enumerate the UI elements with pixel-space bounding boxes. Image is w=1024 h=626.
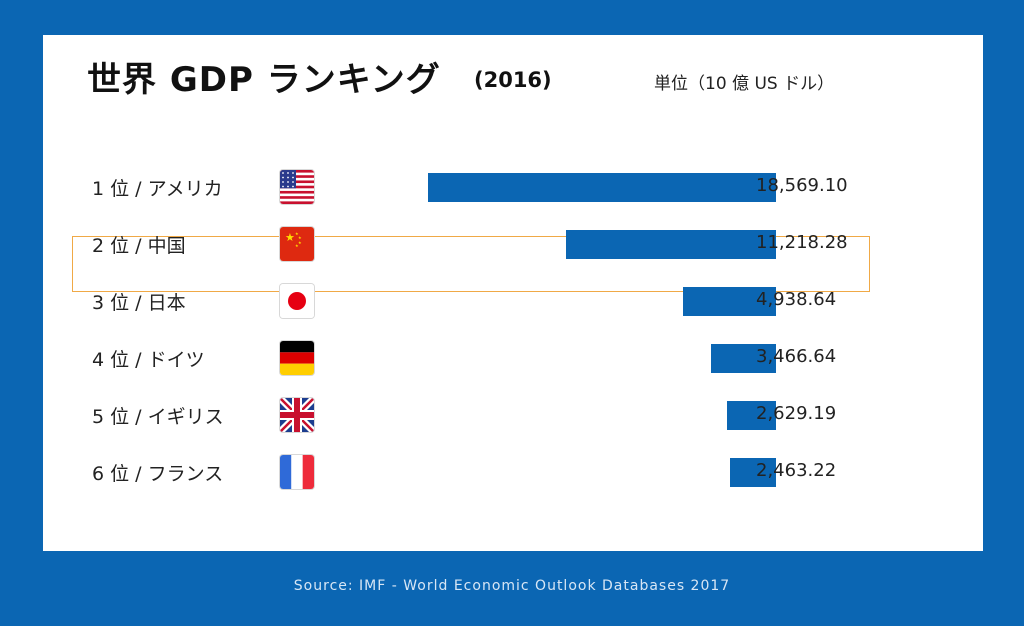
chart-title: 世界 GDP ランキング bbox=[87, 60, 441, 100]
svg-text:★: ★ bbox=[298, 235, 302, 240]
rank-label: 5 位 / イギリス bbox=[92, 406, 224, 428]
uk-flag-icon bbox=[280, 398, 314, 432]
rank-label: 6 位 / フランス bbox=[92, 463, 224, 485]
svg-text:★: ★ bbox=[295, 243, 299, 248]
rank-label: 4 位 / ドイツ bbox=[92, 349, 205, 371]
gdp-bar bbox=[711, 344, 776, 373]
germany-flag-icon bbox=[280, 341, 314, 375]
value-label: 4,938.64 bbox=[756, 289, 837, 310]
rank-label: 2 位 / 中国 bbox=[92, 235, 186, 257]
chart-card bbox=[43, 35, 983, 551]
value-label: 11,218.28 bbox=[756, 232, 848, 253]
gdp-bar bbox=[565, 230, 776, 259]
japan-flag-icon bbox=[280, 284, 314, 318]
svg-text:★: ★ bbox=[285, 231, 295, 244]
china-flag-icon: ★ ★ ★ ★ ★ bbox=[280, 227, 314, 261]
value-label: 3,466.64 bbox=[756, 346, 837, 367]
highlight-box-japan bbox=[72, 236, 870, 292]
gdp-bar bbox=[428, 173, 776, 202]
value-label: 2,463.22 bbox=[756, 460, 837, 481]
france-flag-icon bbox=[280, 455, 314, 489]
value-label: 2,629.19 bbox=[756, 403, 837, 424]
gdp-bar bbox=[726, 401, 776, 430]
rank-label: 1 位 / アメリカ bbox=[92, 178, 223, 200]
gdp-bar bbox=[729, 458, 776, 487]
source-note: Source: IMF - World Economic Outlook Dat… bbox=[293, 578, 731, 594]
svg-text:★: ★ bbox=[298, 240, 302, 245]
value-label: 18,569.10 bbox=[756, 175, 848, 196]
gdp-bar bbox=[683, 287, 776, 316]
unit-label: 単位（10 億 US ドル） bbox=[654, 74, 835, 94]
svg-text:★: ★ bbox=[295, 231, 299, 236]
chart-year: (2016) bbox=[474, 68, 552, 92]
us-flag-icon bbox=[280, 170, 314, 204]
rank-label: 3 位 / 日本 bbox=[92, 292, 186, 314]
